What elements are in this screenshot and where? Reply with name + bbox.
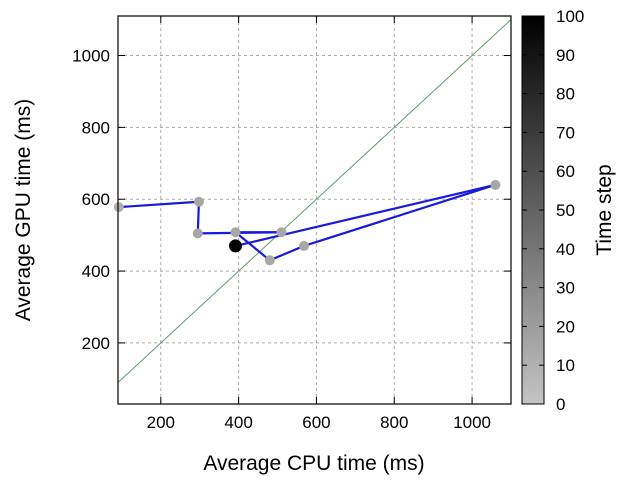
path-segment-6 [302,183,497,248]
colorbar-tick-label-40: 40 [556,240,575,259]
data-point-7 [490,179,501,190]
colorbar-tick-label-30: 30 [556,279,575,298]
data-point-1 [193,196,204,207]
colorbar-label: Time step [593,164,616,255]
x-tick-label-600: 600 [302,413,330,432]
colorbar-tick-label-100: 100 [556,7,584,26]
reference-line-y-equals-x [118,18,511,384]
x-axis-label: Average CPU time (ms) [203,452,424,475]
path-segment-0 [117,200,201,209]
data-point-2 [192,228,203,239]
y-tick-label-200: 200 [82,334,110,353]
y-ticks: 200 400 600 800 1000 [72,47,511,353]
y-tick-label-800: 800 [82,118,110,137]
colorbar-tick-label-20: 20 [556,317,575,336]
path-segment-5 [268,244,306,262]
x-tick-label-1000: 1000 [453,413,491,432]
x-tick-label-400: 400 [224,413,252,432]
data-point-5 [264,255,275,266]
path-segment-4 [234,231,271,262]
x-ticks: 200 400 600 800 1000 [147,16,491,432]
data-point-3 [276,227,287,238]
y-tick-label-400: 400 [82,262,110,281]
colorbar-tick-label-50: 50 [556,201,575,220]
colorbar-tick-label-0: 0 [556,395,565,414]
colorbar-tick-label-80: 80 [556,85,575,104]
data-point-8 [229,239,243,253]
x-tick-label-200: 200 [147,413,175,432]
colorbar-ticks: 0 10 20 30 40 50 60 70 80 90 100 [522,7,584,414]
colorbar-tick-label-10: 10 [556,356,575,375]
colorbar-tick-label-90: 90 [556,46,575,65]
data-point-6 [298,240,309,251]
reference-line-group [118,18,511,384]
data-point-4 [230,227,241,238]
colorbar-tick-label-70: 70 [556,123,575,142]
y-tick-label-600: 600 [82,190,110,209]
y-axis-label: Average GPU time (ms) [12,99,35,322]
path-segment-7 [234,183,497,248]
colorbar-tick-label-60: 60 [556,162,575,181]
path-segment-1 [196,200,201,235]
data-point-0 [113,202,124,213]
data-points-group [113,179,501,266]
x-tick-label-800: 800 [380,413,408,432]
grid [118,16,511,404]
plot-frame [117,15,512,405]
y-tick-label-1000: 1000 [72,47,110,66]
